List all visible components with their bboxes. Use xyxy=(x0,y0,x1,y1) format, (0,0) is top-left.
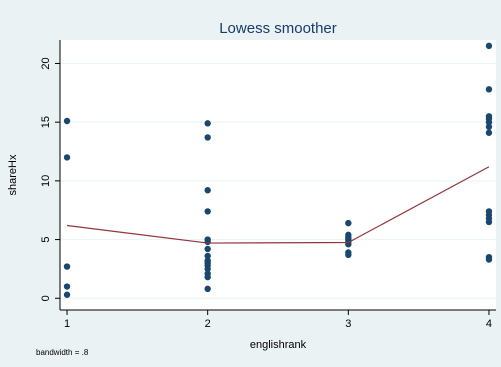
data-point xyxy=(485,123,493,131)
lowess-smoother-line xyxy=(66,166,490,244)
data-point xyxy=(204,245,211,253)
data-point xyxy=(204,285,211,293)
data-point xyxy=(204,265,211,273)
data-point xyxy=(485,118,493,126)
y-axis-ticks: 0 5 10 15 20 xyxy=(40,57,60,301)
x-tick-label: 3 xyxy=(345,318,351,330)
data-point xyxy=(204,134,211,141)
y-tick-label: 20 xyxy=(40,57,52,69)
y-tick-label: 15 xyxy=(40,116,52,128)
data-point xyxy=(204,120,211,127)
data-point xyxy=(63,291,71,298)
grid-lines xyxy=(60,62,496,299)
plot-area xyxy=(60,40,496,310)
data-point xyxy=(485,256,493,263)
x-tick-label: 1 xyxy=(64,318,70,330)
data-point xyxy=(485,42,493,50)
y-tick-label: 5 xyxy=(40,237,52,243)
data-point xyxy=(63,117,71,125)
data-point xyxy=(63,263,71,270)
data-point xyxy=(345,219,352,227)
data-point xyxy=(63,154,71,161)
data-point xyxy=(204,273,211,281)
x-axis-ticks: 1 2 3 4 xyxy=(64,310,492,330)
y-tick-label: 10 xyxy=(40,175,52,187)
bandwidth-note: bandwidth = .8 xyxy=(36,348,89,357)
scatter-points xyxy=(63,42,493,298)
data-point xyxy=(63,283,71,290)
data-point xyxy=(485,86,493,93)
x-tick-label: 4 xyxy=(486,318,492,330)
x-axis-title: englishrank xyxy=(250,339,307,351)
data-point xyxy=(204,208,211,215)
y-tick-label: 0 xyxy=(40,295,52,301)
data-point xyxy=(204,252,211,260)
data-point xyxy=(345,251,352,259)
data-point xyxy=(204,238,211,246)
y-axis-title: shareHx xyxy=(7,154,19,195)
data-point xyxy=(485,129,493,136)
data-point xyxy=(204,187,211,194)
x-tick-label: 2 xyxy=(205,318,211,330)
chart-title: Lowess smoother xyxy=(219,20,337,37)
data-point xyxy=(485,218,493,226)
